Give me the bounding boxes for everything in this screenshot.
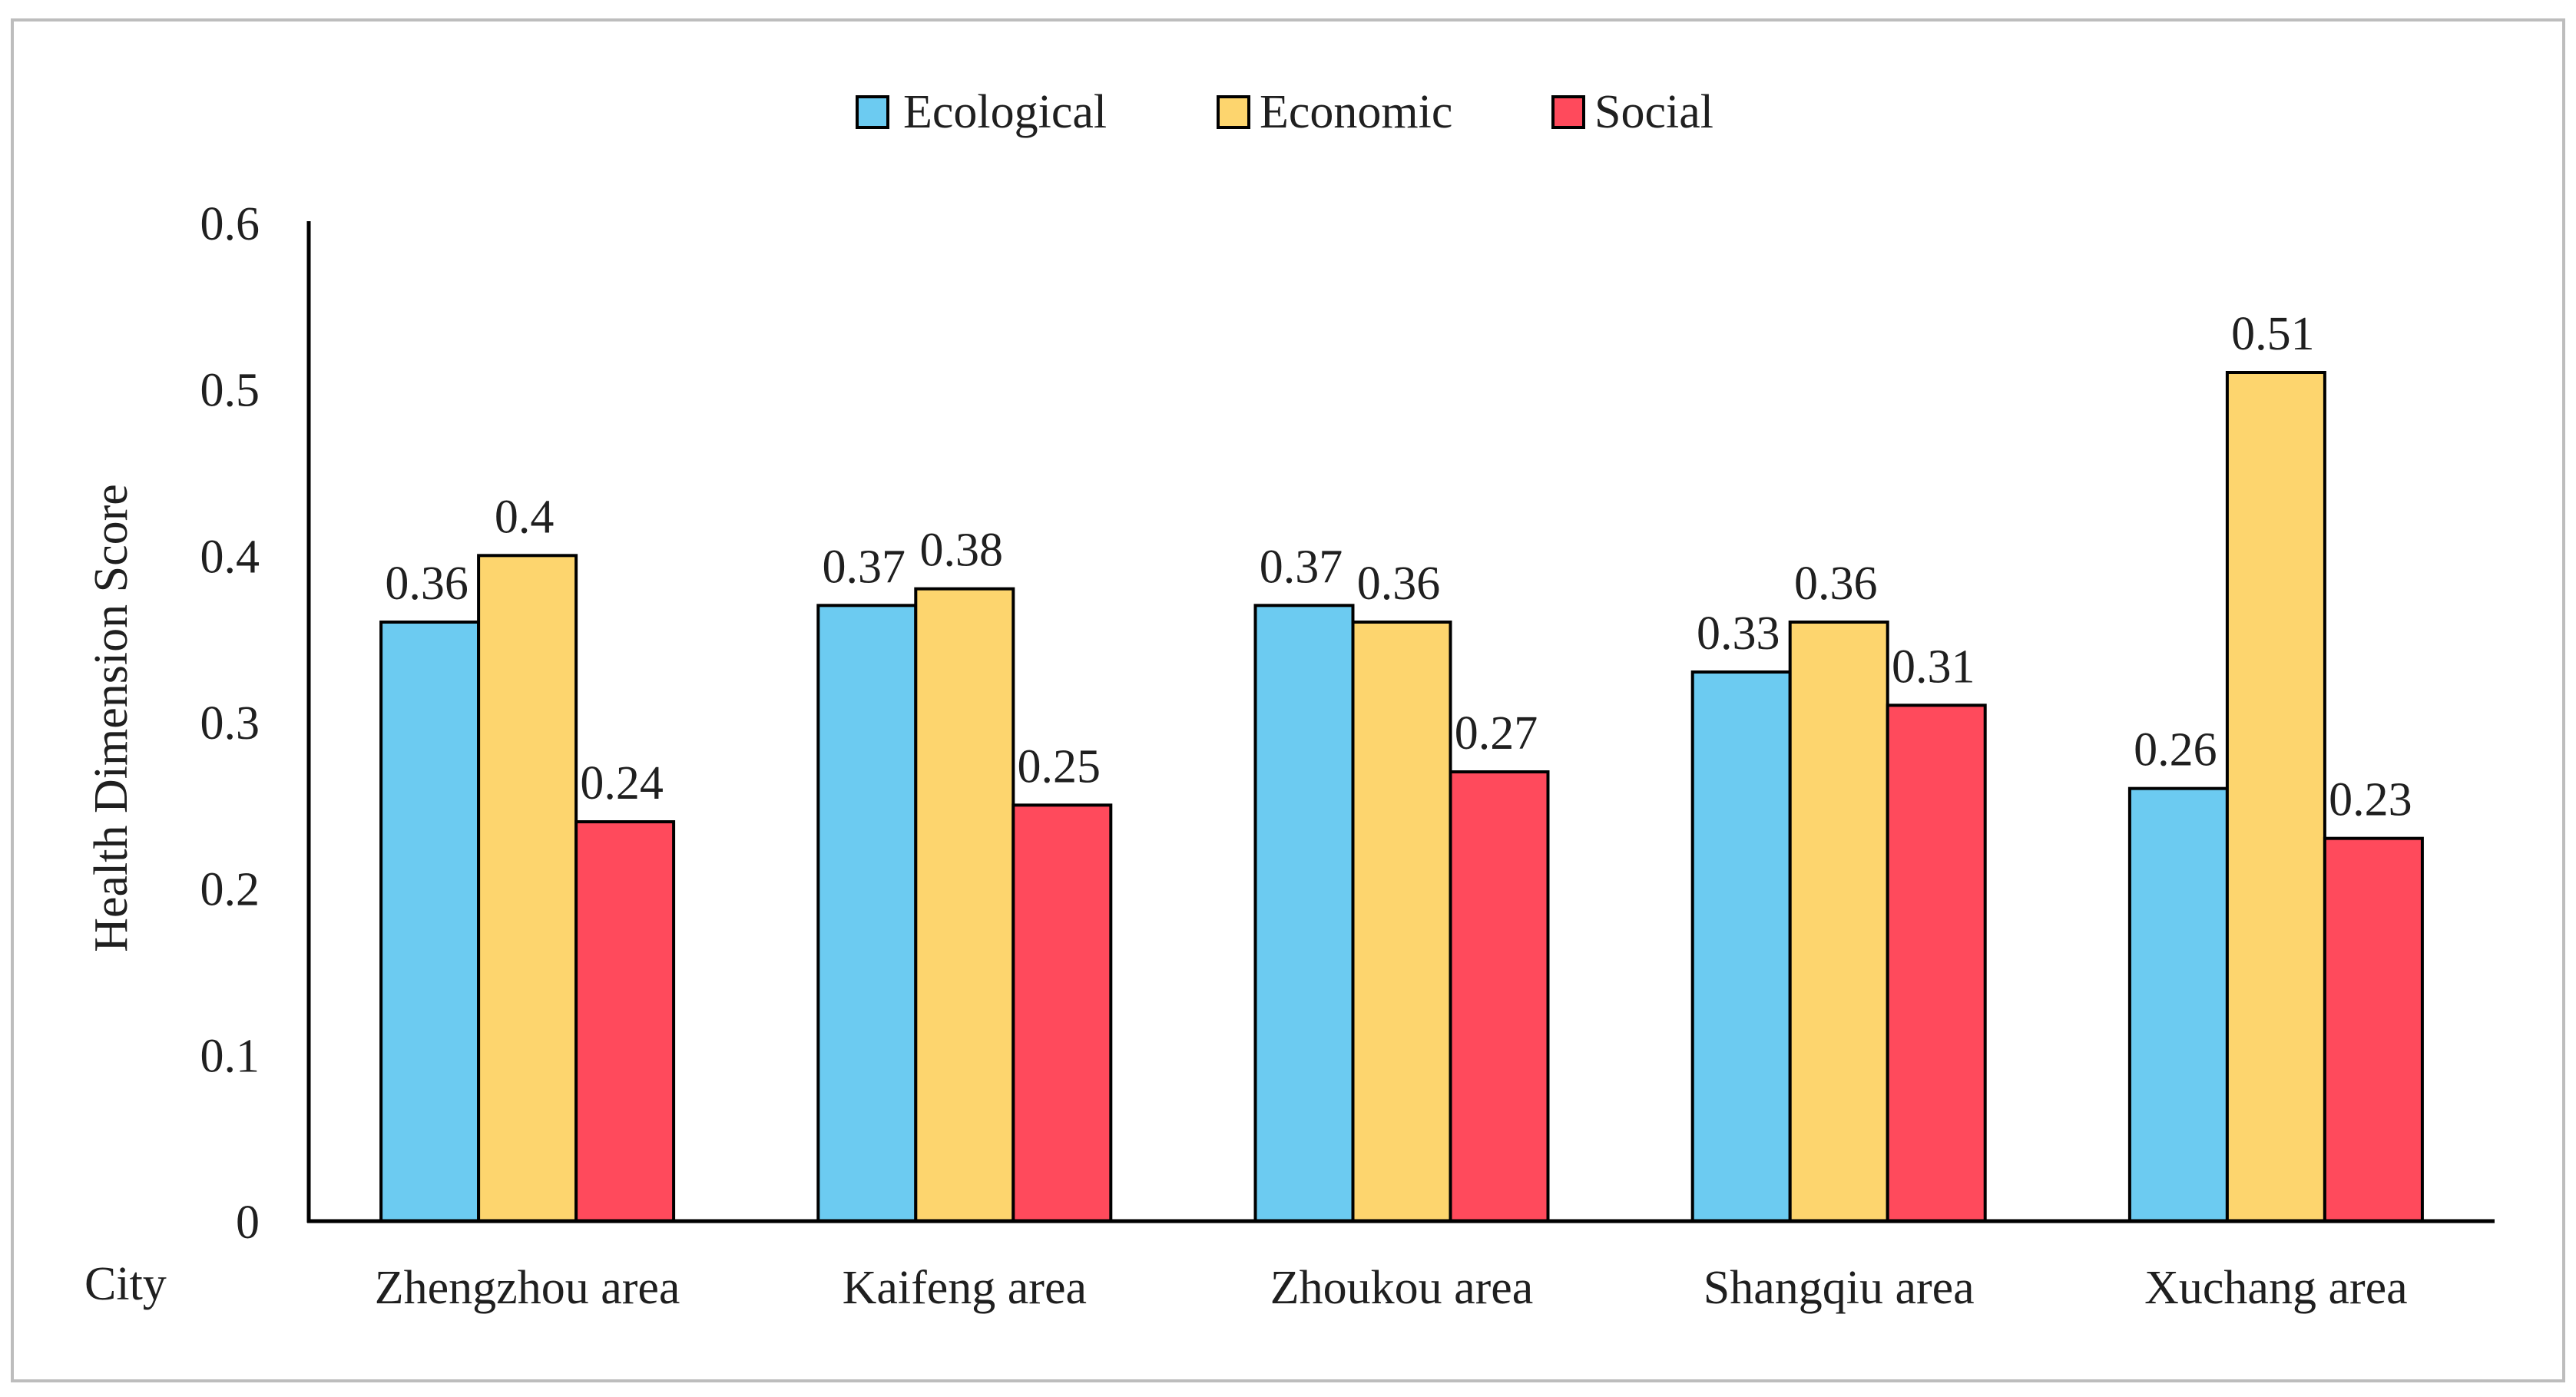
data-labels-group: 0.36 0.4 0.24 0.37 0.38 0.25 0.37 0.36 0.27 0.33 0… bbox=[385, 308, 2412, 826]
bar-economic-3 bbox=[1351, 621, 1452, 1223]
x-category-label: Shangqiu area bbox=[1704, 1262, 1975, 1314]
data-label-social-1: 0.24 bbox=[580, 757, 664, 809]
legend-swatch-social bbox=[1551, 95, 1585, 129]
bar-ecological-2 bbox=[816, 604, 918, 1223]
data-label-ecological-3: 0.37 bbox=[1260, 541, 1343, 593]
y-axis-title: Health Dimension Score bbox=[85, 484, 137, 952]
data-label-social-2: 0.25 bbox=[1018, 740, 1101, 793]
x-axis-category-labels: Zhengzhou area Kaifeng area Zhoukou area Sh… bbox=[375, 1262, 2408, 1314]
legend: Ecological Economic Social bbox=[856, 86, 1713, 138]
x-category-label: Kaifeng area bbox=[843, 1262, 1087, 1314]
legend-label-social: Social bbox=[1594, 86, 1713, 138]
bar-economic-4 bbox=[1788, 621, 1889, 1223]
data-label-social-5: 0.23 bbox=[2329, 774, 2412, 826]
y-tick-label: 0.1 bbox=[200, 1030, 260, 1082]
legend-label-ecological: Ecological bbox=[903, 86, 1107, 138]
data-label-ecological-1: 0.36 bbox=[385, 558, 469, 610]
bar-social-1 bbox=[574, 820, 676, 1223]
bars-group bbox=[379, 371, 2424, 1223]
x-category-label: Xuchang area bbox=[2144, 1262, 2408, 1314]
data-label-ecological-2: 0.37 bbox=[823, 541, 906, 593]
bar-ecological-4 bbox=[1690, 670, 1792, 1223]
legend-label-economic: Economic bbox=[1260, 86, 1452, 138]
y-tick-label: 0.6 bbox=[200, 198, 260, 250]
data-label-social-4: 0.31 bbox=[1892, 641, 1975, 693]
bar-social-4 bbox=[1886, 703, 1987, 1223]
legend-swatch-ecological bbox=[856, 95, 889, 129]
y-tick-label: 0.2 bbox=[200, 864, 260, 916]
bar-ecological-3 bbox=[1253, 604, 1355, 1223]
bar-ecological-5 bbox=[2127, 786, 2229, 1223]
data-label-ecological-4: 0.33 bbox=[1697, 607, 1780, 660]
y-tick-label: 0.3 bbox=[200, 697, 260, 750]
y-tick-label: 0 bbox=[236, 1197, 260, 1249]
bar-economic-5 bbox=[2225, 371, 2326, 1223]
data-label-social-3: 0.27 bbox=[1455, 707, 1538, 760]
x-axis-title: City bbox=[84, 1258, 167, 1310]
legend-swatch-economic bbox=[1217, 95, 1250, 129]
bar-economic-2 bbox=[914, 587, 1015, 1223]
bar-social-2 bbox=[1012, 803, 1113, 1223]
bar-economic-1 bbox=[477, 554, 578, 1223]
data-label-economic-2: 0.38 bbox=[920, 525, 1004, 577]
data-label-economic-3: 0.36 bbox=[1357, 558, 1441, 610]
data-label-economic-4: 0.36 bbox=[1794, 558, 1878, 610]
y-tick-label: 0.4 bbox=[200, 531, 260, 583]
y-tick-label: 0.5 bbox=[200, 365, 260, 417]
bar-social-5 bbox=[2323, 836, 2424, 1223]
x-category-label: Zhengzhou area bbox=[375, 1262, 680, 1314]
data-label-economic-1: 0.4 bbox=[495, 491, 555, 543]
bar-social-3 bbox=[1449, 770, 1550, 1223]
x-category-label: Zhoukou area bbox=[1270, 1262, 1534, 1314]
bar-ecological-1 bbox=[379, 621, 481, 1223]
data-label-ecological-5: 0.26 bbox=[2134, 724, 2217, 776]
data-label-economic-5: 0.51 bbox=[2231, 308, 2315, 360]
y-axis-ticks: 0 0.1 0.2 0.3 0.4 0.5 0.6 bbox=[200, 198, 260, 1249]
